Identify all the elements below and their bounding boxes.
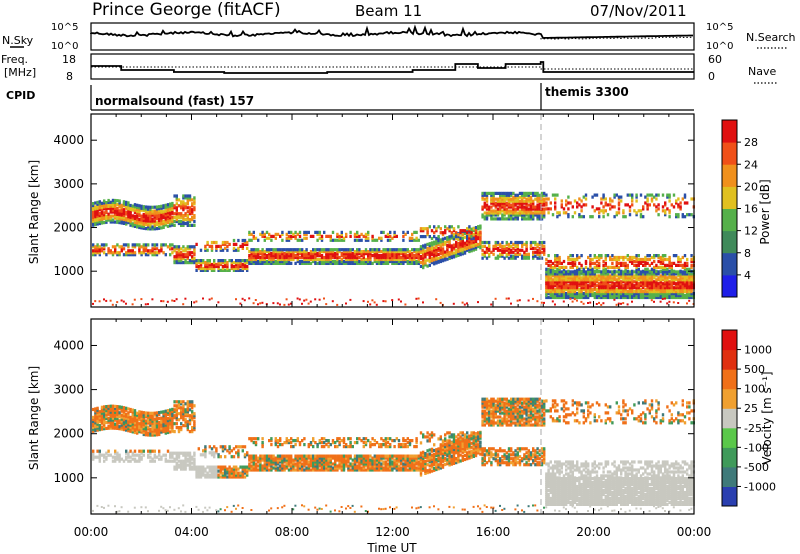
colorbar-tick-label: 12 <box>744 225 758 238</box>
nsearch-label: N.Search <box>746 31 796 44</box>
station-title: Prince George (fitACF) <box>92 0 281 20</box>
time-axis-label: Time UT <box>366 541 417 554</box>
colorbar-swatch <box>722 349 737 370</box>
colorbar-swatch <box>722 208 737 232</box>
colorbar-tick-label: -25 <box>744 422 762 435</box>
date-title: 07/Nov/2011 <box>590 2 687 20</box>
y-tick-label: 2000 <box>53 221 84 235</box>
y-tick-label: 4000 <box>53 133 84 147</box>
colorbar-swatch <box>722 369 737 390</box>
nsky-tick-bottom: 10^0 <box>51 41 78 52</box>
freq-tick-top: 18 <box>62 53 76 66</box>
velocity-colorbar-label: Velocity [m s⁻¹] <box>760 371 774 464</box>
colorbar-tick-label: 16 <box>744 203 758 216</box>
nsky-series <box>90 24 693 39</box>
colorbar-swatch <box>722 186 737 209</box>
cpid-mode-2: themis 3300 <box>545 85 629 99</box>
colorbar-swatch <box>722 230 737 254</box>
colorbar-tick-label: 100 <box>744 383 765 396</box>
nsky-label: N.Sky <box>2 34 34 47</box>
freq-tick-bottom: 8 <box>66 70 73 83</box>
cpid-mode-1: normalsound (fast) 157 <box>95 94 254 108</box>
nave-label: Nave <box>748 65 776 78</box>
colorbar-tick-label: 20 <box>744 180 758 193</box>
y-tick-label: 3000 <box>53 177 84 191</box>
colorbar-tick-label: 24 <box>744 158 758 171</box>
colorbar-swatch <box>722 447 737 468</box>
y-tick-label: 2000 <box>53 427 84 441</box>
y-tick-label: 1000 <box>53 264 84 278</box>
power-y-axis: 1000 2000 3000 4000 <box>53 133 694 278</box>
power-colorbar: 28 24 20 16 12 8 4 Power [dB] <box>721 119 772 298</box>
colorbar-swatch <box>722 388 737 409</box>
x-tick-label: 00:00 <box>74 525 109 539</box>
power-y-label: Slant Range [km] <box>27 160 41 264</box>
colorbar-swatch <box>722 142 737 165</box>
time-x-axis: 00:00 04:00 08:00 12:00 16:00 20:00 00:00 <box>74 319 712 539</box>
colorbar-tick-label: -100 <box>744 441 769 454</box>
cpid-label: CPID <box>6 89 35 102</box>
nsearch-tick-bottom: 10^0 <box>706 41 733 52</box>
power-heatmap-cells <box>92 191 695 306</box>
freq-strip: Freq. [MHz] 18 8 60 0 Nave <box>1 53 778 84</box>
colorbar-tick-label: 1000 <box>744 344 772 357</box>
y-tick-label: 4000 <box>53 338 84 352</box>
colorbar-tick-label: 25 <box>744 402 758 415</box>
colorbar-tick-label: -1000 <box>744 480 776 493</box>
x-tick-label: 20:00 <box>576 525 611 539</box>
nsky-tick-top: 10^5 <box>51 22 78 33</box>
colorbar-tick-label: 4 <box>744 269 751 282</box>
colorbar-swatch <box>722 427 737 448</box>
beam-title: Beam 11 <box>355 2 422 20</box>
nave-series <box>91 66 694 70</box>
x-tick-label: 12:00 <box>375 525 410 539</box>
x-tick-label: 00:00 <box>677 525 712 539</box>
freq-series <box>91 61 694 74</box>
nsky-strip: N.Sky 10^5 10^0 10^5 10^0 N.Search <box>2 22 796 52</box>
colorbar-swatch <box>722 330 737 351</box>
y-tick-label: 3000 <box>53 383 84 397</box>
velocity-y-axis: 1000 2000 3000 4000 <box>53 338 694 485</box>
colorbar-tick-label: 8 <box>744 247 751 260</box>
colorbar-tick-label: 500 <box>744 363 765 376</box>
power-x-ticks <box>90 114 695 307</box>
colorbar-swatch <box>722 274 737 298</box>
colorbar-swatch <box>722 164 737 187</box>
velocity-heatmap-cells <box>92 397 695 513</box>
freq-label: Freq. <box>1 53 28 66</box>
velocity-colorbar: 1000 500 100 25 -25 -100 -500 -1000 Velocity [m… <box>721 329 776 507</box>
nave-tick-top: 60 <box>708 53 722 66</box>
colorbar-swatch <box>722 408 737 429</box>
x-tick-label: 16:00 <box>476 525 511 539</box>
colorbar-swatch <box>722 120 737 143</box>
power-panel: 1000 2000 3000 4000 Slant Range [km] <box>27 113 695 308</box>
nave-tick-bottom: 0 <box>708 70 715 83</box>
x-tick-label: 04:00 <box>174 525 209 539</box>
colorbar-swatch <box>722 486 737 507</box>
x-tick-label: 08:00 <box>275 525 310 539</box>
velocity-y-label: Slant Range [km] <box>27 366 41 470</box>
freq-unit: [MHz] <box>4 66 36 79</box>
colorbar-swatch <box>722 466 737 487</box>
power-colorbar-label: Power [dB] <box>758 179 772 244</box>
cpid-strip: CPID normalsound (fast) 157 themis 3300 <box>6 83 694 111</box>
nsearch-tick-top: 10^5 <box>706 22 733 33</box>
y-tick-label: 1000 <box>53 471 84 485</box>
colorbar-swatch <box>722 252 737 276</box>
colorbar-tick-label: -500 <box>744 461 769 474</box>
colorbar-tick-label: 28 <box>744 136 758 149</box>
